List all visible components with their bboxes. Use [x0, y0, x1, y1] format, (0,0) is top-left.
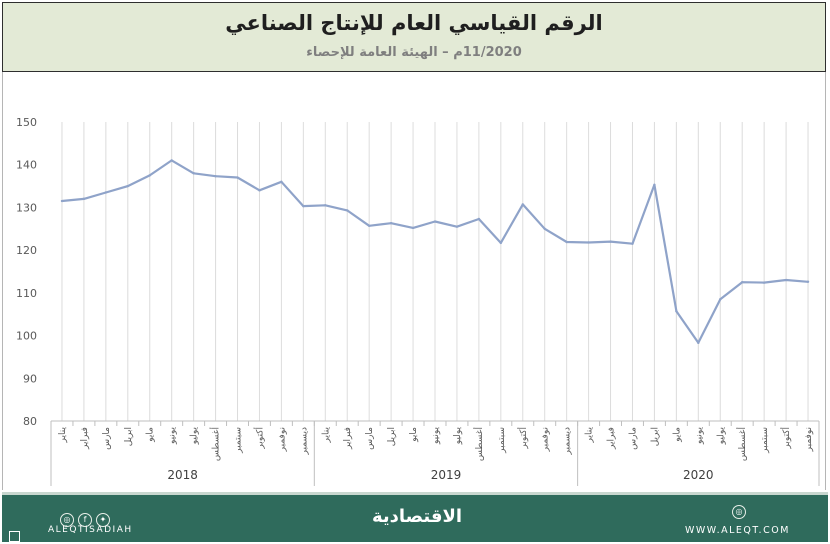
data-point [741, 280, 744, 284]
data-point [784, 278, 788, 282]
x-tick-label: يونيو [694, 427, 704, 446]
data-point [762, 281, 766, 284]
data-point [433, 220, 437, 223]
data-point [389, 222, 393, 225]
x-tick-label: نوفمبر [804, 427, 814, 452]
data-point [346, 209, 349, 212]
data-point [170, 159, 173, 162]
data-point [192, 172, 195, 175]
x-tick-label: مارس [102, 427, 112, 450]
x-tick-label: أغسطس [210, 427, 222, 461]
data-point [236, 176, 239, 179]
data-point [697, 341, 700, 345]
x-tick-label: فبراير [80, 427, 90, 450]
x-tick-label: أغسطس [736, 427, 748, 461]
globe-icon: ◎ [732, 505, 746, 519]
data-point [324, 204, 327, 207]
x-tick-label: أكتوبر [780, 427, 792, 450]
x-tick-label: يونيو [431, 427, 441, 446]
data-point [148, 174, 151, 177]
social-handle: ALEQTISADIAH [48, 525, 133, 535]
data-point [806, 280, 810, 283]
x-tick-label: أكتوبر [517, 427, 529, 450]
footer-divider [2, 492, 828, 495]
x-tick-label: مايو [146, 427, 156, 443]
year-label: 2018 [167, 468, 198, 482]
year-label: 2020 [683, 468, 714, 482]
x-tick-label: أغسطس [473, 427, 485, 461]
x-tick-label: فبراير [343, 427, 353, 450]
corner-mark [9, 531, 20, 542]
data-point [280, 180, 283, 183]
x-tick-label: ديسمبر [299, 427, 309, 455]
x-tick-label: سبتمبر [760, 427, 770, 454]
y-tick-label: 150 [16, 116, 37, 129]
year-label: 2019 [431, 468, 462, 482]
data-point [565, 240, 568, 244]
y-tick-label: 80 [23, 415, 37, 428]
data-point [455, 225, 459, 228]
x-tick-label: مايو [409, 427, 419, 443]
data-point [499, 241, 503, 245]
x-tick-label: مايو [672, 427, 682, 443]
data-point [411, 226, 415, 230]
data-point [631, 242, 634, 245]
data-point [477, 217, 481, 221]
y-tick-label: 120 [16, 244, 37, 257]
data-point [302, 204, 305, 208]
x-tick-label: ابريل [124, 427, 134, 446]
x-tick-label: فبراير [607, 427, 617, 450]
data-point [543, 227, 546, 230]
social-icons: ◎ f ✦ [60, 507, 114, 527]
instagram-icon[interactable]: ◎ [60, 513, 74, 527]
x-tick-label: ابريل [650, 427, 660, 446]
data-point [367, 224, 371, 227]
x-tick-label: ديسمبر [563, 427, 573, 455]
facebook-icon[interactable]: f [78, 513, 92, 527]
x-tick-label: يوليو [716, 427, 726, 446]
chart-subtitle: 11/2020م – الهيئة العامة للإحصاء [306, 45, 522, 60]
x-tick-label: ابريل [387, 427, 397, 446]
y-tick-label: 110 [16, 287, 37, 300]
chart-title: الرقم القياسي العام للإنتاج الصناعي [225, 11, 603, 35]
data-point [653, 183, 656, 186]
data-point [587, 241, 590, 244]
twitter-icon[interactable]: ✦ [96, 513, 110, 527]
x-tick-label: نوفمبر [277, 427, 287, 452]
data-point [675, 310, 678, 313]
data-point [60, 199, 64, 203]
y-tick-label: 140 [16, 159, 37, 172]
y-tick-label: 100 [16, 330, 37, 343]
data-point [126, 184, 129, 188]
data-point [104, 191, 108, 194]
x-tick-label: أكتوبر [253, 427, 265, 450]
website-link[interactable]: WWW.ALEQT.COM [685, 525, 790, 536]
x-tick-label: يوليو [190, 427, 200, 446]
footer-bar: ◎ f ✦ ALEQTISADIAH الاقتصادية ◎ WWW.ALEQT.… [2, 492, 828, 542]
chart-area: 80 90 100 110 120 130 140 150 يناير فبراير مارس ابر… [2, 72, 826, 490]
data-point [214, 175, 217, 178]
x-tick-label: يونيو [168, 427, 178, 446]
chart-header: الرقم القياسي العام للإنتاج الصناعي 11/2… [2, 2, 826, 72]
x-tick-label: يوليو [453, 427, 463, 446]
x-tick-label: سبتمبر [497, 427, 507, 454]
data-point [82, 197, 86, 201]
line-chart: 80 90 100 110 120 130 140 150 يناير فبراير مارس ابر… [16, 116, 820, 486]
data-point [609, 240, 612, 243]
x-tick-label: يناير [321, 427, 331, 444]
data-point [258, 189, 261, 192]
x-tick-label: يناير [585, 427, 595, 444]
x-tick-label: نوفمبر [541, 427, 551, 452]
y-tick-label: 130 [16, 201, 37, 214]
brand-logo: الاقتصادية [371, 506, 463, 527]
data-point [719, 298, 722, 301]
x-tick-label: يناير [58, 427, 68, 444]
data-point [521, 203, 524, 206]
x-tick-label: مارس [628, 427, 638, 450]
x-tick-label: مارس [365, 427, 375, 450]
y-tick-label: 90 [23, 372, 37, 385]
x-tick-label: سبتمبر [234, 427, 244, 454]
